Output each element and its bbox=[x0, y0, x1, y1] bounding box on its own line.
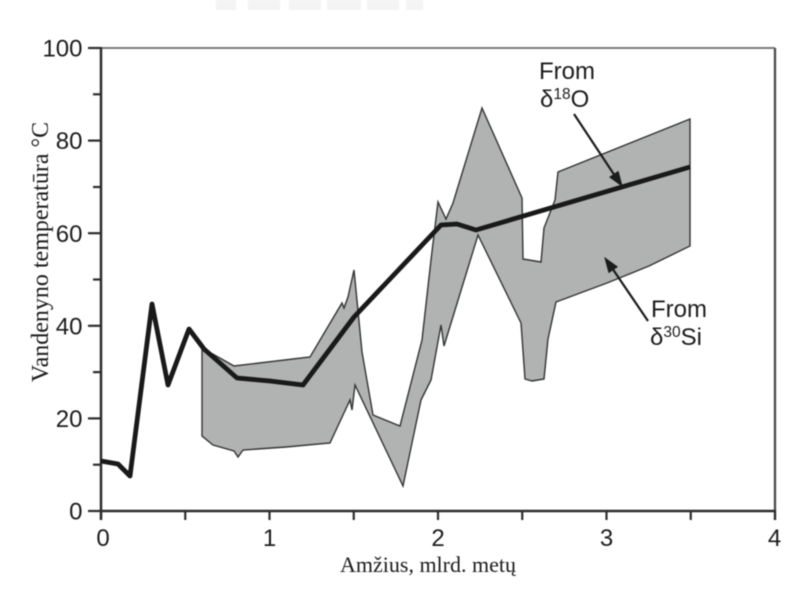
svg-text:Vandenyno temperatūra °C: Vandenyno temperatūra °C bbox=[28, 122, 54, 382]
svg-text:4: 4 bbox=[768, 525, 781, 552]
svg-text:60: 60 bbox=[56, 221, 83, 248]
svg-text:0: 0 bbox=[69, 499, 82, 526]
svg-text:40: 40 bbox=[56, 313, 83, 340]
svg-text:20: 20 bbox=[56, 406, 83, 433]
svg-text:From: From bbox=[539, 58, 595, 85]
svg-text:From: From bbox=[651, 296, 707, 323]
svg-text:80: 80 bbox=[56, 128, 83, 155]
svg-text:0: 0 bbox=[96, 525, 109, 552]
svg-text:100: 100 bbox=[42, 36, 82, 63]
svg-text:2: 2 bbox=[431, 525, 444, 552]
svg-text:1: 1 bbox=[263, 525, 276, 552]
svg-text:δ30Si: δ30Si bbox=[650, 324, 702, 351]
svg-text:Amžius, mlrd. metų: Amžius, mlrd. metų bbox=[340, 552, 517, 577]
svg-text:3: 3 bbox=[600, 525, 613, 552]
